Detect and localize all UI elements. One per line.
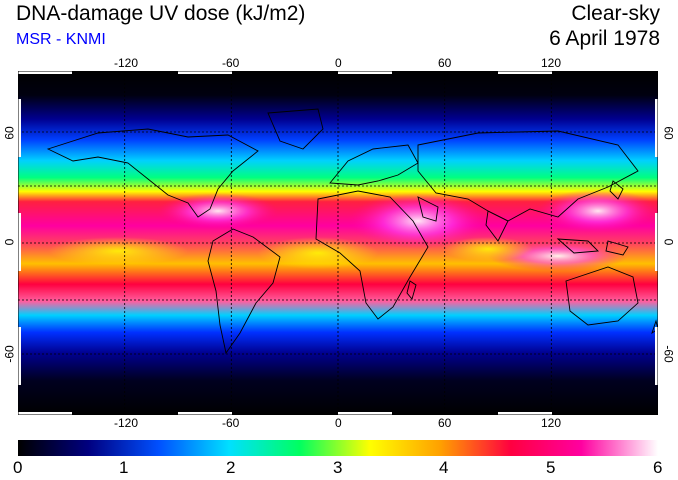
source-label: MSR - KNMI [16, 31, 106, 48]
lon-tick-bottom-4: 60 [438, 416, 452, 430]
colorbar [18, 440, 658, 456]
colorbar-label-2: 2 [226, 458, 236, 477]
lon-tick-top-1: -120 [114, 56, 139, 70]
map-title: DNA-damage UV dose (kJ/m2) [16, 2, 306, 25]
colorbar-label-0: 0 [13, 458, 23, 477]
colorbar-label-6: 6 [653, 458, 663, 477]
lat-tick-left-3: -60 [2, 345, 17, 363]
sky-condition-label: Clear-sky [571, 2, 660, 25]
lat-tick-right-1: 60 [661, 126, 676, 140]
colorbar-label-1: 1 [119, 458, 129, 477]
lat-tick-left-1: 60 [2, 126, 17, 140]
colorbar-label-3: 3 [333, 458, 343, 477]
lon-tick-bottom-3: 0 [335, 416, 342, 430]
colorbar-label-5: 5 [546, 458, 556, 477]
lon-tick-top-2: -60 [222, 56, 240, 70]
lon-tick-bottom-5: 120 [541, 416, 562, 430]
lon-tick-bottom-1: -120 [114, 416, 139, 430]
lat-tick-right-3: -60 [661, 345, 676, 363]
lon-tick-top-5: 120 [541, 56, 562, 70]
colorbar-label-4: 4 [439, 458, 449, 477]
lat-tick-left-2: 0 [2, 238, 17, 246]
uv-dose-map [18, 71, 658, 415]
lon-tick-top-4: 60 [438, 56, 452, 70]
lon-tick-top-3: 0 [335, 56, 342, 70]
lat-tick-right-2: 0 [661, 238, 676, 246]
date-label: 6 April 1978 [549, 27, 660, 50]
lon-tick-bottom-2: -60 [222, 416, 240, 430]
